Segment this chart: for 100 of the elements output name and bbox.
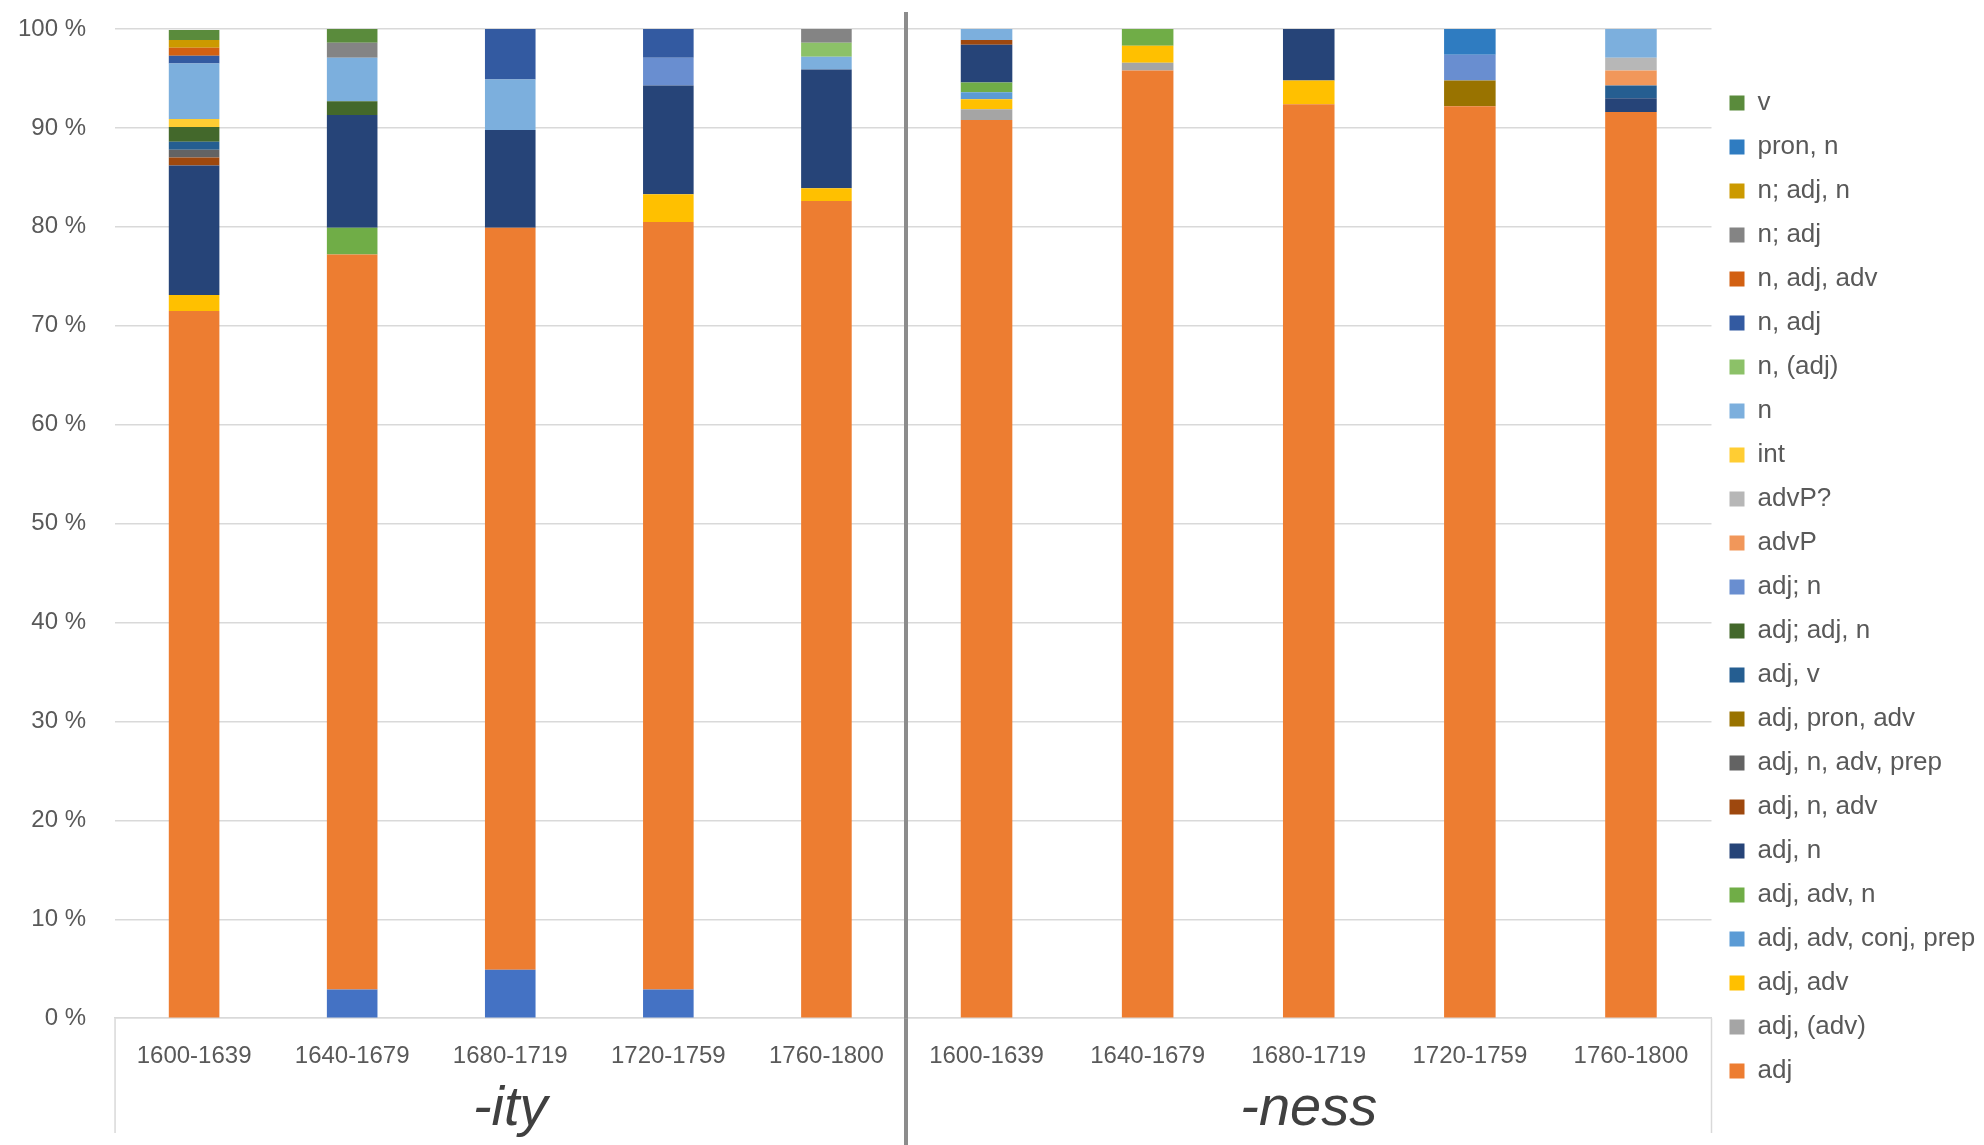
x-tick-label: 1680-1719 bbox=[1251, 1041, 1367, 1069]
bar bbox=[1282, 29, 1335, 81]
legend-label: advP bbox=[1757, 526, 1817, 557]
y-tick-label: 80 % bbox=[31, 211, 87, 239]
bar bbox=[1605, 98, 1657, 113]
bar bbox=[1444, 106, 1496, 1018]
bar bbox=[168, 39, 220, 48]
legend-label: int bbox=[1757, 438, 1786, 469]
bar bbox=[801, 201, 852, 1018]
bar bbox=[1444, 29, 1496, 55]
bar bbox=[960, 120, 1013, 1018]
bar bbox=[326, 254, 378, 990]
legend-label: n; adj bbox=[1757, 218, 1822, 249]
bar bbox=[1121, 62, 1174, 71]
legend-label: advP? bbox=[1757, 482, 1832, 513]
x-axis-title: -ness bbox=[1240, 1073, 1378, 1137]
bar bbox=[484, 29, 536, 80]
bar bbox=[168, 141, 220, 150]
bar bbox=[960, 39, 1013, 45]
legend-label: adj, n, adv bbox=[1757, 790, 1878, 821]
bar bbox=[801, 56, 852, 70]
bar bbox=[643, 57, 694, 86]
bar bbox=[1121, 29, 1174, 46]
legend-label: adj bbox=[1757, 1054, 1793, 1085]
bar bbox=[168, 310, 220, 1018]
y-tick-label: 70 % bbox=[31, 310, 87, 338]
bar bbox=[1121, 70, 1174, 1018]
bar bbox=[643, 194, 694, 222]
x-tick-label: 1720-1759 bbox=[1412, 1041, 1528, 1069]
legend-label: n bbox=[1757, 394, 1772, 425]
x-tick-label: 1680-1719 bbox=[452, 1041, 568, 1069]
bar bbox=[1605, 29, 1657, 58]
x-tick-label: 1640-1679 bbox=[294, 1041, 410, 1069]
x-tick-label: 1760-1800 bbox=[769, 1041, 884, 1069]
bar bbox=[960, 99, 1013, 110]
bar bbox=[168, 165, 220, 296]
bar bbox=[1605, 70, 1657, 86]
x-axis-title: -ity bbox=[472, 1073, 551, 1137]
y-tick-label: 30 % bbox=[31, 706, 87, 734]
legend-label: adj, n, adv, prep bbox=[1757, 746, 1943, 777]
bar bbox=[1282, 104, 1335, 1018]
legend-label: adj, adv, n bbox=[1757, 878, 1876, 909]
y-tick-label: 20 % bbox=[31, 804, 87, 832]
bar bbox=[168, 126, 220, 142]
legend-label: adj, pron, adv bbox=[1757, 702, 1916, 733]
legend-label: adj; adj, n bbox=[1757, 614, 1871, 645]
x-tick-label: 1720-1759 bbox=[610, 1041, 726, 1069]
y-tick-label: 40 % bbox=[31, 607, 87, 635]
bar bbox=[960, 29, 1013, 40]
bar bbox=[168, 47, 220, 56]
bar bbox=[801, 29, 852, 43]
legend-label: adj, adv bbox=[1757, 966, 1849, 997]
bar bbox=[1282, 80, 1335, 105]
bar bbox=[484, 129, 536, 228]
y-tick-label: 50 % bbox=[31, 508, 87, 536]
bar bbox=[326, 42, 378, 58]
y-tick-label: 100 % bbox=[17, 13, 87, 41]
x-tick-label: 1600-1639 bbox=[136, 1041, 252, 1069]
bar bbox=[801, 188, 852, 202]
bar bbox=[801, 42, 852, 57]
legend-label: adj, adv, conj, prep bbox=[1757, 922, 1976, 953]
bar bbox=[326, 57, 378, 102]
x-tick-label: 1640-1679 bbox=[1090, 1041, 1206, 1069]
bar bbox=[168, 119, 220, 127]
bar bbox=[484, 79, 536, 130]
bar bbox=[168, 29, 220, 40]
bar bbox=[1605, 112, 1657, 1018]
y-tick-label: 0 % bbox=[44, 1002, 87, 1030]
legend-label: n, (adj) bbox=[1757, 350, 1839, 381]
bar bbox=[168, 295, 220, 311]
bar bbox=[168, 149, 220, 158]
bar bbox=[484, 227, 536, 970]
bar bbox=[960, 109, 1013, 121]
bar bbox=[1605, 57, 1657, 71]
x-tick-label: 1600-1639 bbox=[929, 1041, 1044, 1069]
legend-label: adj, (adv) bbox=[1757, 1010, 1866, 1041]
bar bbox=[1444, 80, 1496, 107]
bar bbox=[326, 101, 378, 116]
legend-label: adj, v bbox=[1757, 658, 1820, 689]
legend-label: n, adj bbox=[1757, 306, 1822, 337]
bar bbox=[643, 221, 694, 990]
x-tick-label: 1760-1800 bbox=[1573, 1041, 1689, 1069]
bar bbox=[326, 989, 378, 1018]
legend-label: adj; n bbox=[1757, 570, 1822, 601]
bar bbox=[960, 82, 1013, 93]
legend-label: adj, n bbox=[1757, 834, 1822, 865]
bar bbox=[168, 55, 220, 64]
bar bbox=[168, 63, 220, 120]
bar bbox=[326, 227, 378, 255]
bar bbox=[1121, 45, 1174, 63]
bar bbox=[326, 29, 378, 43]
bar bbox=[801, 69, 852, 189]
y-tick-label: 10 % bbox=[31, 903, 87, 931]
bar bbox=[1444, 54, 1496, 81]
bar bbox=[326, 115, 378, 228]
legend-label: n; adj, n bbox=[1757, 174, 1851, 205]
bar bbox=[643, 85, 694, 195]
bar bbox=[960, 44, 1013, 83]
legend-label: n, adj, adv bbox=[1757, 262, 1878, 293]
y-tick-label: 90 % bbox=[31, 112, 87, 140]
